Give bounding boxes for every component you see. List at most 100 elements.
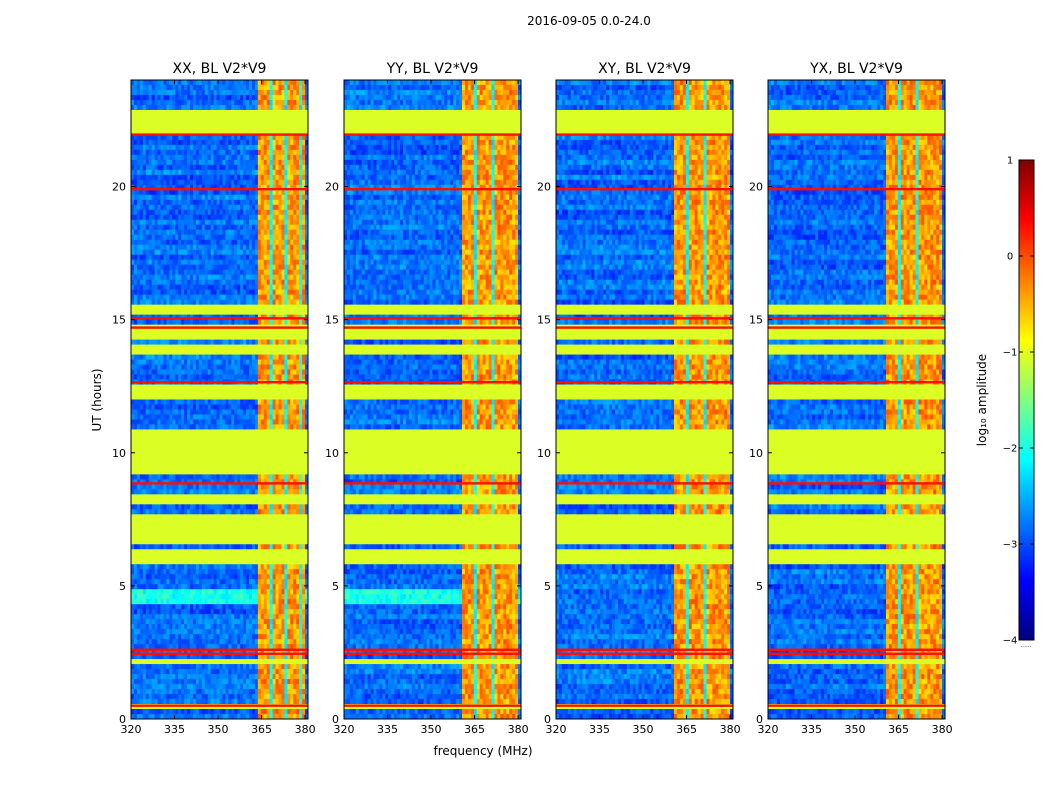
heatmap-cell [136, 364, 141, 370]
heatmap-cell [131, 569, 135, 575]
heatmap-cell [157, 649, 161, 655]
heatmap-cell [151, 644, 155, 650]
heatmap-cell [145, 289, 150, 296]
heatmap-cell [201, 509, 206, 515]
heatmap-cell [228, 594, 232, 600]
heatmap-cell [228, 289, 232, 296]
heatmap-cell [293, 259, 297, 266]
heatmap-cell [222, 584, 226, 590]
heatmap-cell [204, 594, 209, 600]
heatmap-cell [240, 80, 244, 86]
heatmap-cell [169, 299, 173, 306]
heatmap-cell [154, 369, 158, 375]
heatmap-cell [166, 139, 170, 146]
heatmap-cell [136, 194, 141, 201]
heatmap-cell [213, 339, 217, 345]
heatmap-cell [145, 234, 150, 241]
heatmap-cell [281, 424, 285, 430]
heatmap-cell [172, 164, 176, 171]
heatmap-cell [198, 404, 203, 410]
heatmap-cell [145, 259, 150, 266]
heatmap-cell [213, 184, 217, 191]
heatmap-cell [275, 239, 279, 246]
heatmap-cell [266, 504, 271, 510]
heatmap-cell [184, 354, 188, 360]
heatmap-cell [246, 164, 250, 171]
heatmap-cell [237, 419, 241, 425]
heatmap-cell [145, 399, 150, 405]
heatmap-cell [296, 219, 300, 226]
heatmap-cell [142, 484, 147, 490]
heatmap-cell [263, 619, 268, 625]
heatmap-cell [225, 244, 229, 251]
heatmap-cell [290, 354, 294, 360]
heatmap-cell [260, 209, 265, 216]
heatmap-cell [139, 424, 144, 430]
heatmap-cell [166, 374, 170, 380]
heatmap-cell [166, 149, 170, 156]
heatmap-cell [243, 584, 247, 590]
heatmap-cell [160, 224, 164, 231]
heatmap-cell [195, 204, 200, 211]
heatmap-cell [216, 589, 220, 595]
heatmap-cell [166, 594, 170, 600]
heatmap-cell [219, 354, 223, 360]
heatmap-cell [299, 634, 303, 640]
heatmap-cell [160, 414, 164, 420]
heatmap-cell [269, 574, 273, 580]
heatmap-cell [204, 579, 209, 585]
heatmap-cell [272, 244, 276, 251]
heatmap-cell [160, 154, 164, 161]
heatmap-cell [237, 269, 241, 276]
heatmap-cell [237, 224, 241, 231]
heatmap-cell [240, 259, 244, 266]
heatmap-cell [163, 144, 167, 151]
heatmap-cell [151, 594, 155, 600]
heatmap-cell [281, 94, 285, 101]
heatmap-cell [139, 319, 144, 326]
heatmap-cell [249, 149, 253, 156]
heatmap-cell [266, 364, 271, 370]
heatmap-cell [225, 579, 229, 585]
heatmap-cell [181, 594, 185, 600]
heatmap-cell [175, 164, 179, 171]
heatmap-cell [151, 84, 155, 91]
heatmap-cell [178, 219, 182, 226]
heatmap-cell [133, 619, 138, 625]
heatmap-cell [210, 654, 214, 660]
heatmap-cell [243, 399, 247, 405]
heatmap-cell [296, 274, 300, 281]
heatmap-cell [151, 579, 155, 585]
heatmap-cell [281, 604, 285, 610]
heatmap-cell [284, 99, 288, 106]
heatmap-cell [299, 209, 303, 216]
heatmap-cell [228, 509, 232, 515]
heatmap-cell [187, 479, 191, 485]
heatmap-cell [296, 644, 300, 650]
heatmap-cell [293, 364, 297, 370]
heatmap-cell [246, 229, 250, 236]
heatmap-cell [175, 414, 179, 420]
heatmap-cell [237, 144, 241, 151]
heatmap-cell [254, 409, 259, 415]
heatmap-cell [139, 194, 144, 201]
heatmap-cell [293, 169, 297, 176]
heatmap-cell [204, 174, 209, 181]
heatmap-cell [204, 284, 209, 291]
heatmap-cell [154, 479, 158, 485]
heatmap-cell [175, 654, 179, 660]
heatmap-cell [181, 144, 185, 151]
heatmap-cell [269, 179, 273, 186]
heatmap-cell [275, 199, 279, 206]
heatmap-cell [131, 254, 135, 261]
heatmap-cell [184, 194, 188, 201]
heatmap-cell [302, 279, 306, 286]
heatmap-cell [216, 544, 220, 550]
heatmap-cell [187, 199, 191, 206]
heatmap-cell [254, 484, 259, 490]
heatmap-cell [166, 419, 170, 425]
heatmap-cell [225, 614, 229, 620]
heatmap-cell [287, 364, 291, 370]
heatmap-cell [172, 299, 176, 306]
heatmap-cell [290, 144, 294, 151]
